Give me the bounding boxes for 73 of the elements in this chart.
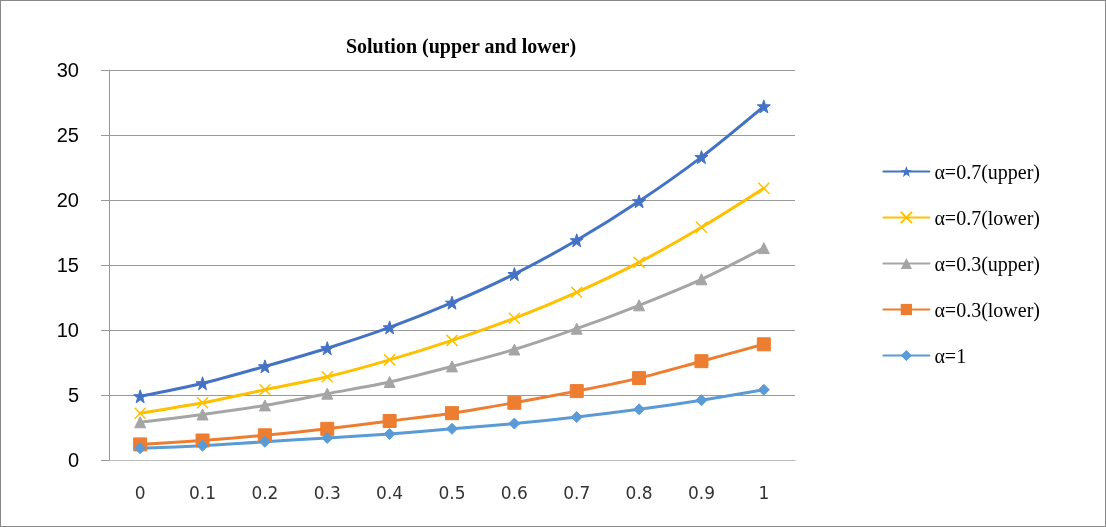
y-tick-label: 20 [56, 189, 79, 211]
y-tick-label: 0 [67, 449, 79, 471]
legend-label: α=0.7(lower) [934, 206, 1041, 230]
point [195, 376, 210, 391]
point [757, 242, 770, 255]
point [569, 384, 584, 399]
x-tick-label: 1 [758, 482, 770, 503]
point [321, 370, 334, 384]
y-tick-label: 25 [56, 124, 79, 146]
point [570, 286, 583, 299]
point [258, 383, 272, 397]
point [694, 150, 709, 165]
point [196, 408, 209, 421]
point [569, 233, 584, 248]
point [570, 322, 583, 335]
point [633, 299, 646, 312]
point [258, 435, 271, 448]
point [258, 399, 271, 412]
point [508, 343, 521, 356]
point [507, 267, 522, 282]
x-tick-label: 0.3 [313, 482, 341, 503]
point [756, 337, 771, 352]
point [134, 416, 147, 429]
point [695, 221, 708, 234]
point [694, 354, 709, 369]
point [133, 389, 148, 404]
x-tick-label: 0.6 [500, 482, 528, 503]
x-tick-label: 0 [134, 482, 146, 503]
point [570, 411, 583, 424]
point [632, 256, 646, 269]
legend-label: α=0.3(upper) [934, 252, 1041, 276]
y-tick-label: 15 [56, 254, 79, 276]
point [445, 295, 459, 310]
point [320, 421, 335, 436]
point [196, 439, 209, 452]
point [632, 371, 647, 386]
point [196, 396, 209, 410]
point [445, 334, 459, 347]
point [508, 417, 521, 430]
x-tick-label: 0.4 [376, 482, 404, 503]
x-tick-label: 0.8 [625, 482, 653, 503]
point [383, 376, 396, 388]
y-tick-label: 30 [56, 59, 79, 81]
point [133, 406, 147, 420]
x-tick-label: 0.2 [251, 482, 279, 503]
legend-label: α=1 [934, 344, 967, 367]
y-tick-label: 5 [67, 384, 79, 406]
point [446, 422, 458, 435]
point [632, 194, 647, 209]
point [320, 341, 335, 356]
point [382, 414, 397, 428]
point [446, 360, 458, 373]
legend-label: α=0.7(upper) [934, 160, 1041, 184]
y-tick-label: 10 [56, 319, 79, 341]
x-tick-label: 0.7 [563, 482, 591, 503]
point [321, 387, 334, 400]
point [757, 182, 771, 195]
point [257, 359, 272, 374]
point [757, 383, 770, 396]
legend-label: α=0.3(lower) [934, 298, 1041, 322]
point [695, 273, 708, 286]
point [508, 312, 521, 325]
point [445, 406, 459, 421]
point [134, 442, 147, 455]
point [507, 395, 522, 410]
point [383, 353, 396, 367]
point [695, 394, 708, 407]
chart-title: Solution (upper and lower) [345, 35, 577, 58]
x-tick-label: 0.9 [687, 482, 715, 503]
x-tick-label: 0.5 [438, 482, 466, 503]
x-tick-label: 0.1 [189, 482, 217, 503]
point [382, 320, 397, 335]
point [756, 99, 771, 114]
